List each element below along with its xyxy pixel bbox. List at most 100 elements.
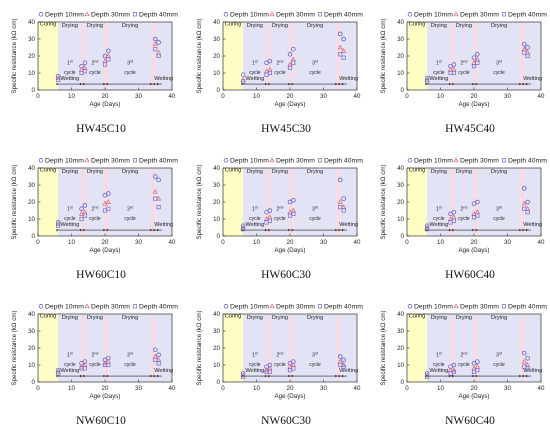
cycle-arrow-head [264,82,267,86]
y-tick-label: 40 [213,165,220,172]
y-tick-label: 40 [213,311,220,318]
legend-marker-circle [407,12,413,17]
phase-band-wetting [453,168,474,236]
data-point-depth-10mm [521,41,527,47]
phase-label-drying: Drying [122,23,138,29]
x-tick-label: 0 [405,239,409,246]
cycle-arrow-head [338,374,341,378]
phase-band-curing [38,168,59,236]
data-point-depth-10mm [156,352,161,358]
phase-label-drying: Drying [62,169,78,175]
cycle-ordinal-suffix: st [255,206,258,210]
cycle-word-label: cycle [433,70,445,76]
x-tick-label: 40 [354,239,361,246]
cycle-arrow-head [475,228,478,232]
data-point-depth-40mm [153,196,158,201]
cycle-arrow-head [157,374,159,378]
y-tick-label: 20 [28,199,35,206]
cycle-number-label: 1st [67,60,73,67]
y-tick-label: 20 [397,53,404,60]
cycle-number-label: 1st [252,352,258,359]
data-point-depth-40mm [106,57,111,62]
cycle-arrow-head [526,374,528,378]
x-tick-label: 40 [354,385,361,392]
data-point-depth-10mm [267,208,273,213]
cycle-arrow-head [522,228,525,232]
y-tick-label: 0 [32,233,36,240]
phase-band-curing [223,314,244,382]
legend-label: Depth 10mm [230,12,269,19]
cycle-number-label: 3rd [496,206,502,213]
data-point-depth-40mm [79,216,84,222]
phase-band-wetting [269,168,290,236]
data-point-depth-40mm [522,50,527,55]
phase-label-drying: Drying [62,23,78,29]
phase-band-wetting [155,22,172,90]
data-point-depth-40mm [241,227,246,232]
phase-label-wetting: Wetting [429,76,448,82]
phase-label-drying: Drying [247,23,263,29]
phase-label-curing: Curing [40,313,56,319]
legend-marker-triangle [84,11,90,17]
cycle-number-label: 1st [436,352,442,359]
data-point-depth-10mm [451,209,457,215]
y-tick-label: 10 [28,216,35,223]
cycle-ordinal-suffix: nd [279,60,283,64]
legend-marker-square [132,304,138,309]
phase-label-wetting: Wetting [523,76,542,82]
x-tick-label: 40 [354,93,361,100]
panel-caption: NW60C40 [445,415,495,427]
data-point-depth-40mm [241,79,246,84]
phase-label-wetting: Wetting [154,368,173,374]
phase-label-drying: Drying [456,315,472,321]
phase-label-wetting: Wetting [523,368,542,374]
data-point-depth-40mm [156,53,161,59]
data-point-depth-40mm [56,371,61,376]
x-tick-label: 30 [320,239,327,246]
cycle-word-label: cycle [493,362,505,368]
phase-label-wetting: Wetting [154,76,173,82]
cycle-arrow-head [335,374,338,378]
panel-caption: HW60C10 [76,269,126,281]
cycle-word-label: cycle [274,362,286,368]
phase-band-drying [474,314,478,382]
data-point-depth-10mm [82,203,88,208]
data-point-depth-10mm [341,196,346,201]
data-point-depth-10mm [521,350,527,356]
data-point-depth-40mm [82,366,87,371]
phase-band-drying [81,314,85,382]
phase-band-drying [81,168,85,236]
cycle-word-label: cycle [458,216,470,222]
data-point-depth-30mm [78,211,85,216]
phase-band-drying [336,314,341,382]
data-point-depth-10mm [475,52,480,57]
y-tick-label: 30 [213,328,220,335]
data-point-depth-10mm [341,36,346,42]
phase-band-drying [336,168,341,236]
cycle-ordinal-suffix: rd [315,60,318,64]
cycle-arrow-head [475,82,478,86]
phase-label-drying: Drying [491,23,507,29]
cycle-ordinal-suffix: st [439,352,442,356]
phase-band-wetting [269,22,290,90]
cycle-arrow-head [335,228,338,232]
phase-band-drying [266,22,270,90]
phase-label-wetting: Wetting [60,76,79,82]
data-point-depth-40mm [425,79,430,84]
data-point-depth-40mm [267,369,272,374]
data-point-depth-40mm [267,70,272,76]
x-tick-label: 0 [221,93,225,100]
data-point-depth-10mm [338,177,343,183]
legend-label: Depth 30mm [91,12,130,19]
legend-label: Depth 10mm [414,12,453,19]
phase-label-drying: Drying [431,315,447,321]
phase-label-drying: Drying [87,23,103,29]
phase-band-drying [266,168,270,236]
cycle-arrow-head [342,374,344,378]
x-tick-label: 40 [169,239,176,246]
cycle-number-label: 3rd [496,352,502,359]
phase-band-drying [520,168,525,236]
data-point-depth-40mm [522,206,527,211]
y-tick-label: 40 [397,19,404,26]
y-tick-label: 40 [213,19,220,26]
